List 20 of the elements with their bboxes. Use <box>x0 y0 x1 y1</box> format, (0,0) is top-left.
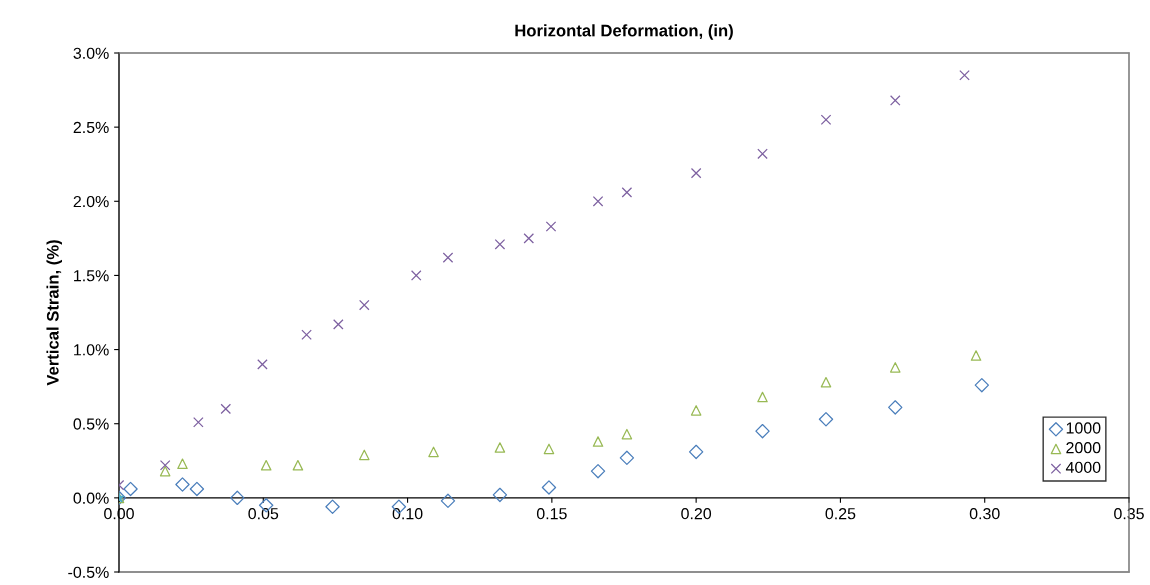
y-axis-title: Vertical Strain, (%) <box>46 240 62 386</box>
y-tick-label: 2.0% <box>73 195 109 208</box>
x-tick-label: 0.05 <box>248 508 279 520</box>
y-tick-label: 1.5% <box>74 270 109 282</box>
y-tick-label: 3.0% <box>73 47 109 59</box>
legend-label: 1000 <box>1066 422 1101 434</box>
x-tick-label: 0.35 <box>1114 508 1144 520</box>
y-tick-label: -0.5% <box>68 566 109 578</box>
x-tick-label: 0.30 <box>969 508 1000 520</box>
legend-label: 2000 <box>1066 442 1101 454</box>
y-tick-label: 1.0% <box>74 344 109 356</box>
y-tick-label: 0.5% <box>73 418 109 430</box>
x-tick-label: 0.10 <box>392 508 423 520</box>
x-tick-label: 0.15 <box>536 508 567 520</box>
y-tick-label: 0.0% <box>73 492 109 504</box>
x-tick-label: 0.25 <box>825 508 856 520</box>
legend-label: 4000 <box>1065 461 1101 474</box>
chart-title: Horizontal Deformation, (in) <box>515 24 733 40</box>
x-tick-label: 0.20 <box>681 508 712 520</box>
y-tick-label: 2.5% <box>73 121 109 134</box>
